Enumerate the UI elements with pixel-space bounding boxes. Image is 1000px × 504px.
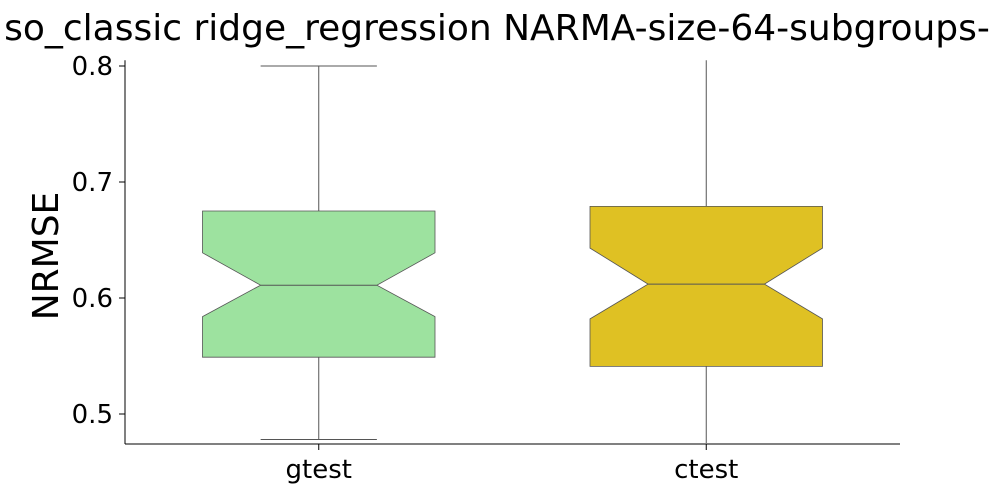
box-gtest (202, 210, 436, 358)
chart-title: so_classic ridge_regression NARMA-size-6… (4, 8, 990, 49)
y-tick-label: 0.7 (72, 168, 113, 198)
y-axis-label: NRMSE (26, 192, 67, 321)
box-ctest (589, 205, 823, 367)
x-tick-label: gtest (286, 455, 352, 485)
plot-area: 0.5 0.6 0.7 0.8 gtest ctest (72, 52, 900, 485)
x-tick-label: ctest (674, 455, 738, 485)
y-tick-label: 0.6 (72, 284, 113, 314)
y-tick-label: 0.8 (72, 52, 113, 82)
y-tick-label: 0.5 (72, 400, 113, 430)
